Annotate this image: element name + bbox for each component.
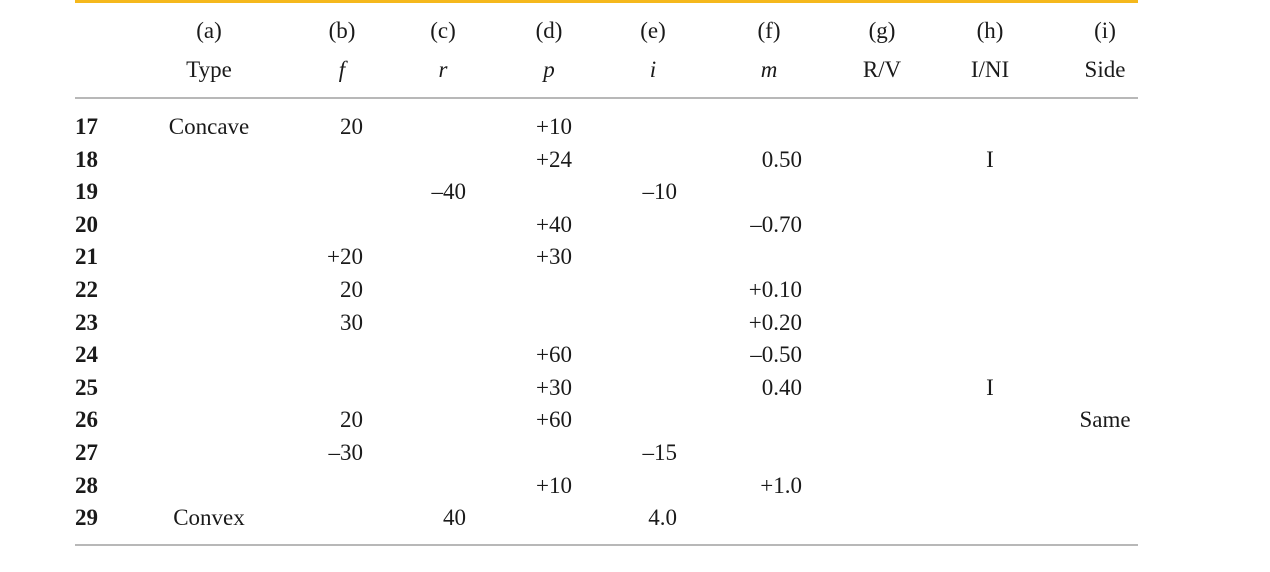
- row-number: 25: [75, 375, 98, 400]
- row-number: 27: [75, 440, 98, 465]
- table-cell: 20: [340, 114, 363, 139]
- row-number: 20: [75, 212, 98, 237]
- row-number: 29: [75, 505, 98, 530]
- row-number: 23: [75, 310, 98, 335]
- table-cell: 30: [340, 310, 363, 335]
- header-divider: [75, 97, 1138, 99]
- table-cell: Convex: [173, 505, 245, 530]
- column-header: p: [543, 57, 555, 82]
- table-cell: +24: [536, 147, 572, 172]
- table-cell: Concave: [168, 114, 250, 139]
- column-header: f: [338, 57, 346, 82]
- column-letter: (i): [1094, 18, 1116, 43]
- column-letter: (f): [757, 18, 781, 43]
- table-cell: I: [986, 147, 994, 172]
- column-header: i: [649, 57, 657, 82]
- table-cell: –15: [642, 440, 678, 465]
- row-number: 26: [75, 407, 98, 432]
- column-letter: (d): [535, 18, 563, 43]
- table-cell: +1.0: [760, 473, 802, 498]
- table-bottom-rule: [75, 544, 1138, 546]
- column-header: Type: [186, 57, 232, 82]
- table-cell: +60: [536, 342, 572, 367]
- column-letter: (g): [868, 18, 896, 43]
- table-cell: –0.70: [750, 212, 802, 237]
- table-cell: +30: [536, 375, 572, 400]
- table-cell: +10: [536, 473, 572, 498]
- column-letter: (h): [976, 18, 1004, 43]
- table-cell: +0.10: [748, 277, 802, 302]
- column-header: R/V: [862, 57, 902, 82]
- table-cell: 40: [443, 505, 466, 530]
- table-cell: –40: [431, 179, 467, 204]
- row-number: 17: [75, 114, 98, 139]
- table-cell: +30: [536, 244, 572, 269]
- column-letter: (c): [430, 18, 456, 43]
- row-number: 24: [75, 342, 98, 367]
- column-header: I/NI: [970, 57, 1010, 82]
- table-cell: –10: [642, 179, 678, 204]
- table-cell: 20: [340, 277, 363, 302]
- table-cell: 0.50: [761, 147, 802, 172]
- table-cell: –30: [328, 440, 364, 465]
- table-cell: Same: [1079, 407, 1131, 432]
- row-number: 22: [75, 277, 98, 302]
- table-top-rule: [75, 0, 1138, 3]
- table-cell: 20: [340, 407, 363, 432]
- column-header: m: [760, 57, 778, 82]
- table-cell: +60: [536, 407, 572, 432]
- table-cell: 4.0: [648, 505, 677, 530]
- table-cell: I: [986, 375, 994, 400]
- table-cell: +40: [536, 212, 572, 237]
- column-header: r: [438, 57, 448, 82]
- column-header: Side: [1084, 57, 1126, 82]
- table-cell: 0.40: [761, 375, 802, 400]
- column-letter: (a): [196, 18, 222, 43]
- column-letter: (b): [328, 18, 356, 43]
- row-number: 19: [75, 179, 98, 204]
- table-cell: +20: [327, 244, 363, 269]
- table-cell: +10: [536, 114, 572, 139]
- column-letter: (e): [640, 18, 666, 43]
- table-cell: –0.50: [750, 342, 802, 367]
- row-number: 28: [75, 473, 98, 498]
- table-cell: +0.20: [748, 310, 802, 335]
- row-number: 18: [75, 147, 98, 172]
- row-number: 21: [75, 244, 98, 269]
